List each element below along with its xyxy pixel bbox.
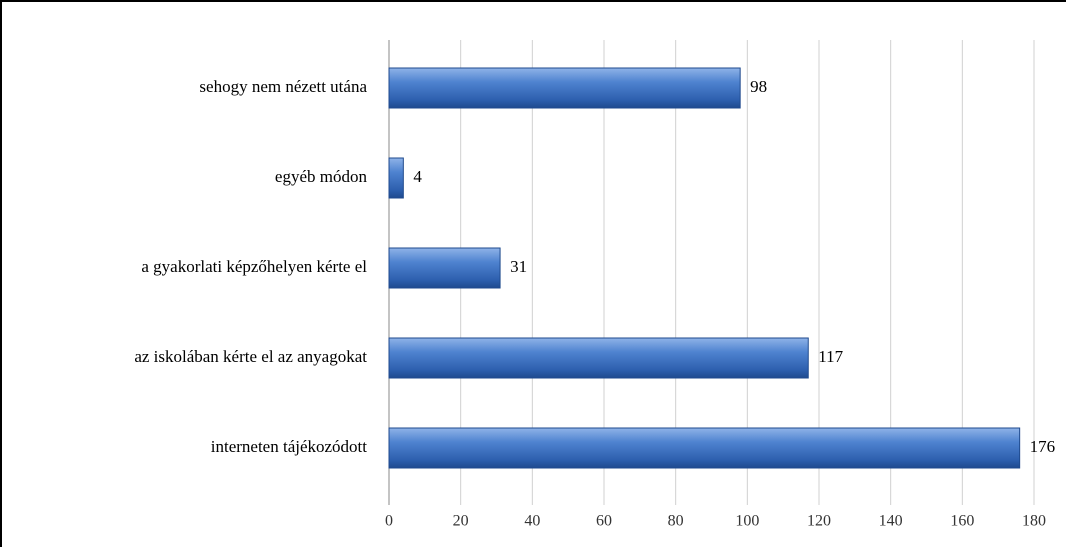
x-tick-label: 0 [385,513,393,530]
y-tick-label: a gyakorlati képzőhelyen kérte el [141,257,367,276]
x-tick-label: 40 [524,513,540,530]
x-tick-label: 20 [453,513,469,530]
bar [388,157,404,199]
y-tick-label: az iskolában kérte el az anyagokat [134,347,367,366]
y-tick-label: sehogy nem nézett utána [199,77,367,96]
bar [388,427,1021,469]
x-tick-label: 100 [735,513,759,530]
bar [388,337,809,379]
x-tick-label: 120 [807,513,831,530]
x-tick-label: 80 [668,513,684,530]
bar [388,247,501,289]
x-tick-label: 60 [596,513,612,530]
y-tick-label: interneten tájékozódott [211,437,368,456]
value-label: 176 [1030,437,1056,456]
x-tick-label: 140 [879,513,903,530]
value-label: 98 [750,77,767,96]
x-tick-label: 160 [950,513,974,530]
value-label: 4 [413,167,422,186]
y-tick-label: egyéb módon [275,167,368,186]
bar [388,67,741,109]
x-tick-label: 180 [1022,513,1046,530]
value-label: 31 [510,257,527,276]
value-label: 117 [818,347,843,366]
